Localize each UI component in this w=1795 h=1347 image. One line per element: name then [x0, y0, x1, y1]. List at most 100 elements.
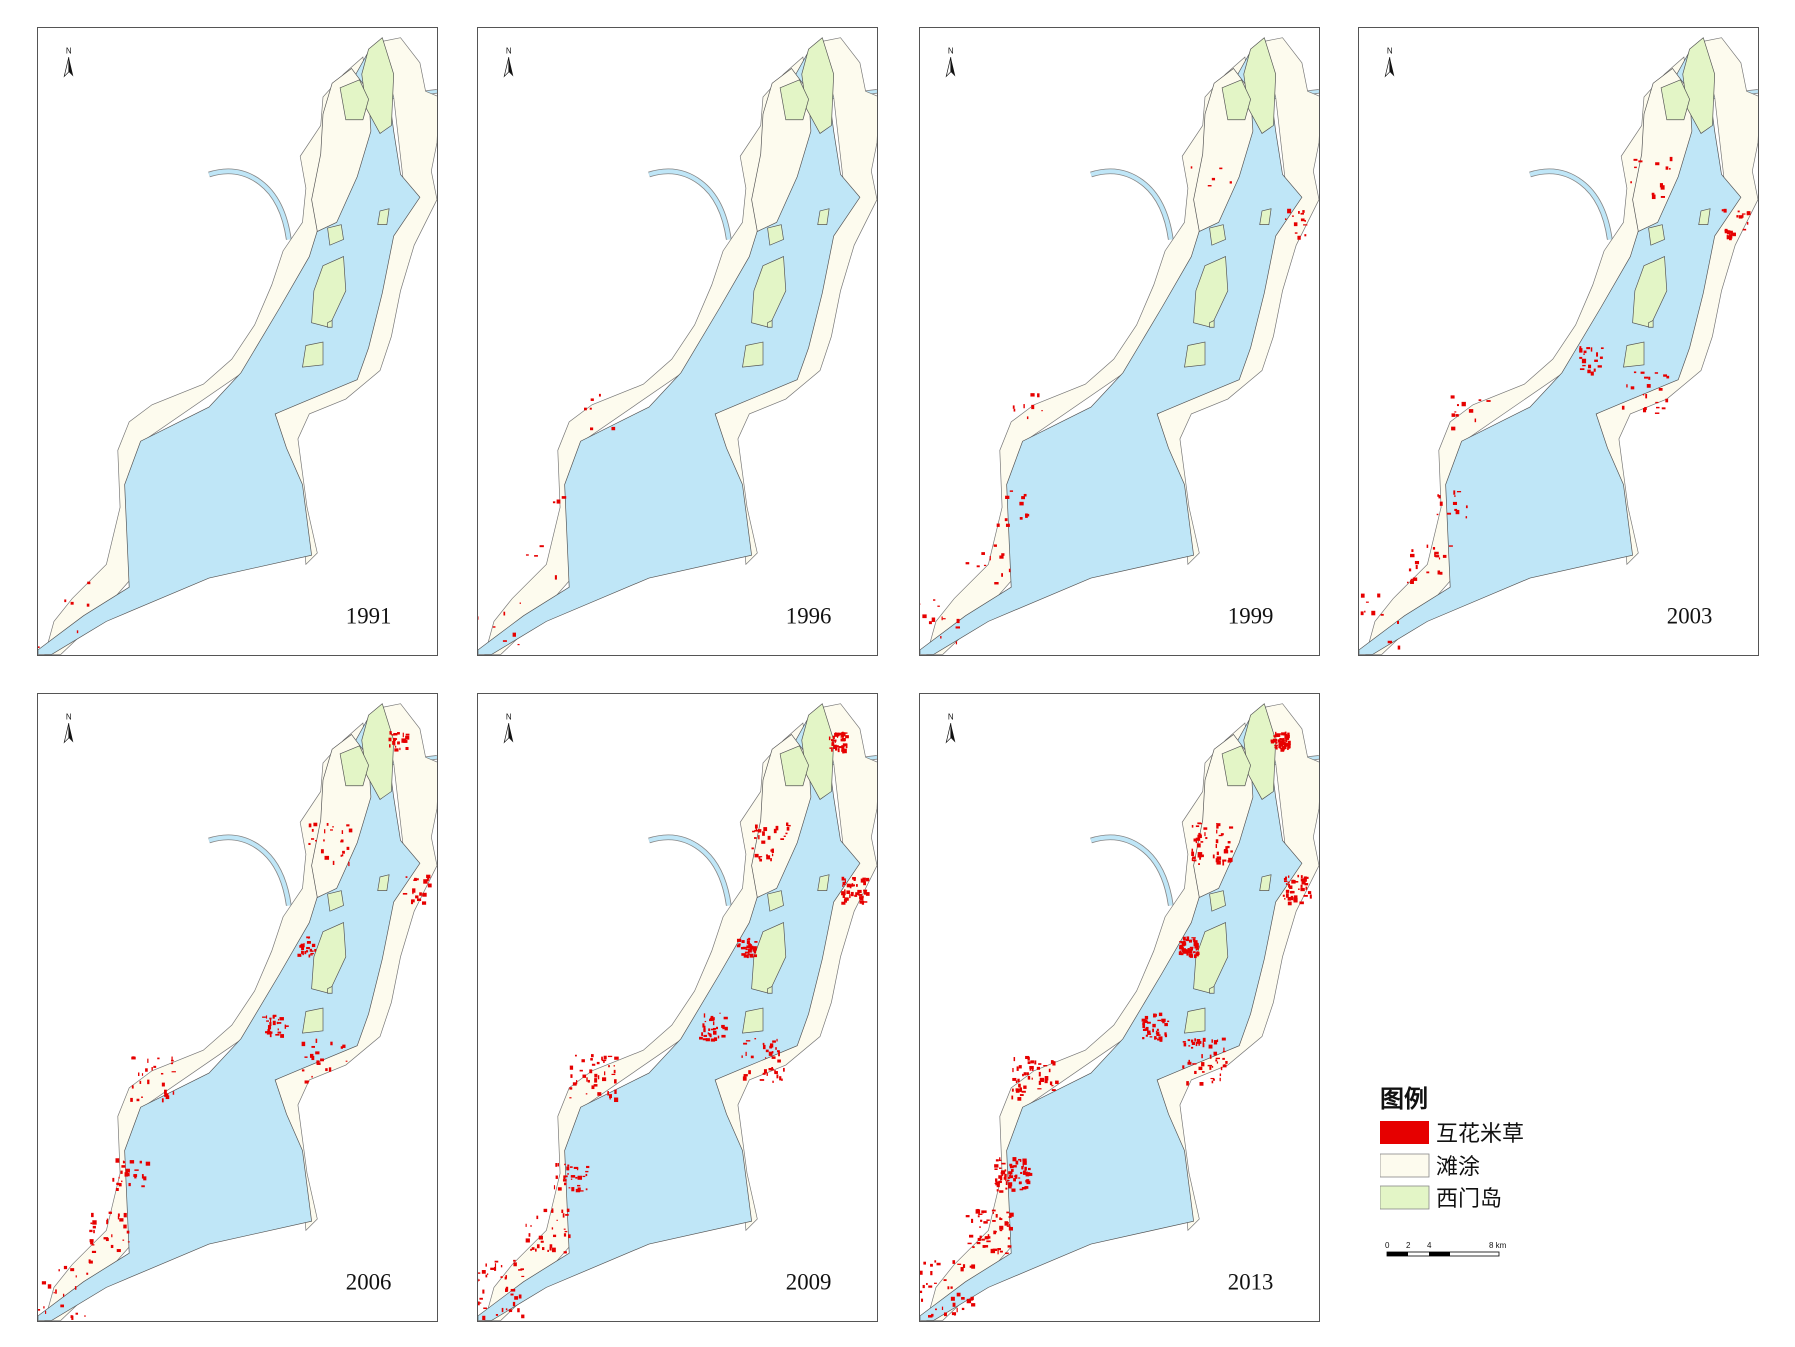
spartina-patch — [147, 1079, 150, 1085]
spartina-patch — [171, 1056, 173, 1061]
ximen-island — [1184, 341, 1206, 368]
spartina-patch — [1216, 851, 1219, 856]
spartina-patch — [1284, 897, 1286, 900]
spartina-patch — [71, 1315, 74, 1320]
spartina-patch — [43, 1306, 45, 1309]
spartina-patch — [597, 1075, 600, 1080]
spartina-patch — [831, 739, 834, 742]
spartina-patch — [397, 741, 400, 745]
map-panel: N 2003 — [1358, 27, 1759, 656]
spartina-patch — [702, 1023, 705, 1028]
year-label: 1991 — [346, 604, 392, 629]
spartina-patch — [500, 1265, 503, 1268]
spartina-patch — [1191, 948, 1194, 951]
spartina-patch — [1006, 1225, 1011, 1227]
spartina-patch — [416, 878, 419, 881]
spartina-patch — [494, 1266, 497, 1271]
spartina-patch — [272, 1015, 275, 1019]
spartina-patch — [993, 544, 997, 547]
spartina-patch — [1190, 1046, 1194, 1049]
spartina-patch — [1051, 1089, 1056, 1092]
spartina-patch — [277, 1022, 282, 1024]
spartina-patch — [589, 1069, 593, 1074]
north-arrow — [63, 722, 70, 744]
spartina-patch — [1221, 1037, 1226, 1041]
spartina-patch — [517, 643, 520, 646]
ximen-island — [1221, 79, 1251, 121]
spartina-patch — [614, 1056, 619, 1060]
spartina-patch — [748, 1070, 751, 1075]
spartina-patch — [561, 1209, 564, 1214]
map: N 1999 — [920, 37, 1319, 655]
ximen-island — [1259, 874, 1272, 891]
spartina-patch — [1644, 376, 1649, 379]
spartina-patch — [846, 898, 849, 901]
spartina-patch — [1273, 735, 1277, 737]
spartina-patch — [530, 1225, 532, 1227]
spartina-patch — [269, 1032, 272, 1038]
spartina-patch — [1304, 882, 1309, 886]
spartina-patch — [172, 1091, 175, 1095]
spartina-patch — [859, 900, 864, 904]
spartina-patch — [863, 881, 866, 886]
spartina-patch — [979, 1235, 982, 1239]
spartina-patch — [272, 1020, 276, 1026]
scale-label: 8 km — [1489, 1241, 1507, 1250]
spartina-patch — [717, 1035, 720, 1039]
spartina-patch — [1026, 416, 1029, 420]
spartina-patch — [768, 1051, 773, 1056]
spartina-patch — [1731, 232, 1735, 235]
spartina-patch — [389, 731, 392, 735]
spartina-patch — [1587, 369, 1591, 374]
spartina-patch — [313, 822, 318, 827]
spartina-patch — [1225, 846, 1228, 851]
spartina-patch — [936, 1262, 941, 1266]
spartina-patch — [502, 640, 507, 642]
spartina-patch — [161, 1082, 165, 1087]
map-panel: N 2009 — [477, 693, 878, 1322]
spartina-patch — [591, 1085, 595, 1090]
spartina-patch — [1285, 889, 1290, 893]
ximen-island — [377, 208, 390, 225]
north-arrow — [508, 723, 514, 743]
spartina-patch — [265, 1031, 268, 1034]
spartina-patch — [1410, 553, 1415, 558]
spartina-patch — [1008, 1174, 1010, 1179]
spartina-patch — [555, 1175, 558, 1179]
spartina-patch — [1019, 1188, 1024, 1191]
spartina-patch — [602, 1077, 607, 1082]
ximen-island — [1209, 224, 1226, 246]
spartina-patch — [121, 1180, 123, 1183]
spartina-patch — [1651, 194, 1656, 200]
spartina-patch — [762, 831, 765, 836]
spartina-patch — [427, 883, 432, 888]
spartina-patch — [776, 1038, 778, 1042]
spartina-patch — [772, 1040, 776, 1043]
spartina-patch — [1179, 941, 1183, 943]
spartina-patch — [110, 1244, 114, 1249]
spartina-patch — [1215, 1057, 1220, 1060]
spartina-patch — [710, 1015, 714, 1020]
spartina-patch — [76, 630, 79, 634]
spartina-patch — [984, 1210, 987, 1213]
spartina-patch — [345, 1060, 348, 1062]
spartina-patch — [1181, 942, 1187, 946]
spartina-patch — [1018, 1065, 1022, 1069]
spartina-patch — [1281, 745, 1284, 747]
spartina-patch — [603, 1055, 607, 1060]
spartina-patch — [505, 1308, 508, 1311]
spartina-patch — [955, 641, 958, 645]
spartina-patch — [563, 1182, 567, 1186]
spartina-patch — [1461, 401, 1466, 407]
spartina-patch — [1188, 948, 1193, 954]
map: N 1991 — [38, 37, 437, 655]
spartina-patch — [1426, 571, 1430, 574]
ximen-island — [1184, 1007, 1206, 1034]
spartina-patch — [316, 1062, 321, 1065]
spartina-patch — [1579, 356, 1583, 359]
spartina-patch — [38, 646, 40, 648]
spartina-patch — [1197, 854, 1202, 858]
spartina-patch — [62, 1293, 65, 1297]
spartina-patch — [1660, 195, 1666, 198]
spartina-patch — [320, 1058, 325, 1062]
